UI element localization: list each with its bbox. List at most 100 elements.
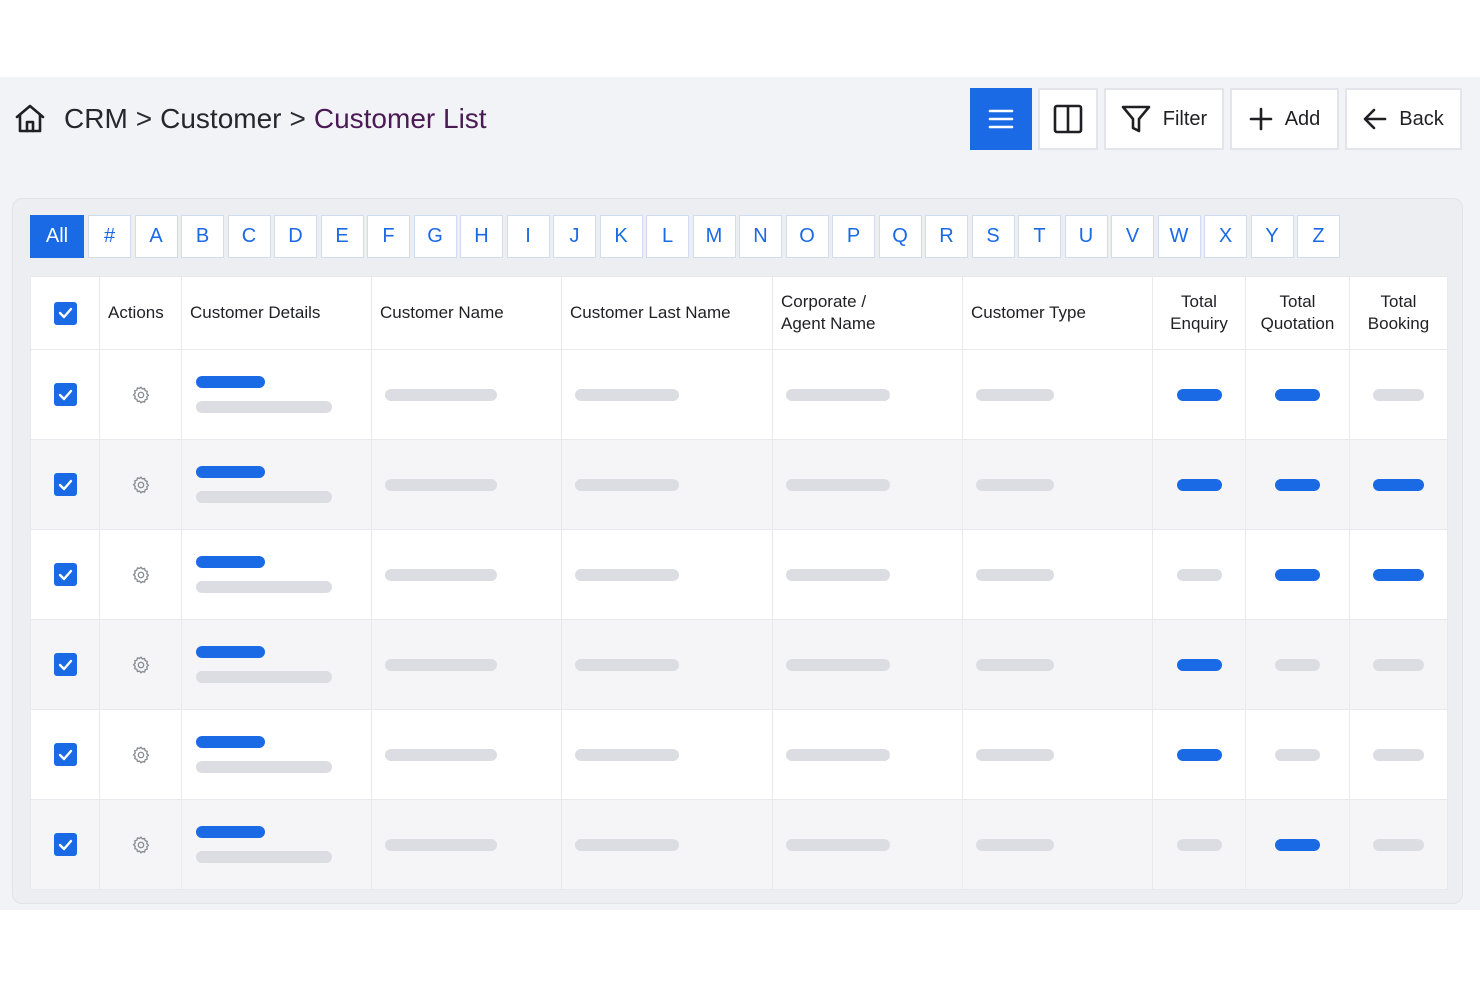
back-button[interactable]: Back (1345, 88, 1462, 150)
alpha-key-f[interactable]: F (367, 215, 410, 258)
alpha-key-z[interactable]: Z (1297, 215, 1340, 258)
table-row[interactable] (30, 709, 1448, 800)
check-icon (58, 307, 72, 319)
gear-icon[interactable] (100, 565, 181, 585)
detail-text-placeholder (196, 671, 332, 683)
alpha-key-l[interactable]: L (646, 215, 689, 258)
alpha-key-v[interactable]: V (1111, 215, 1154, 258)
detail-text-placeholder (196, 401, 332, 413)
table-row[interactable] (30, 529, 1448, 620)
alpha-key-h[interactable]: H (460, 215, 503, 258)
alpha-key-u[interactable]: U (1064, 215, 1108, 258)
header-total-booking[interactable]: Total Booking (1349, 276, 1448, 350)
text-placeholder (976, 658, 1054, 671)
header-customer-type[interactable]: Customer Type (962, 276, 1153, 350)
alpha-key-o[interactable]: O (785, 215, 829, 258)
detail-link-placeholder[interactable] (196, 556, 265, 568)
value-placeholder (1275, 568, 1320, 581)
alpha-key-r[interactable]: R (925, 215, 968, 258)
gear-icon[interactable] (100, 745, 181, 765)
table-row[interactable] (30, 799, 1448, 890)
breadcrumb-customer[interactable]: Customer (160, 103, 282, 134)
total-booking-cell (1349, 439, 1448, 530)
alpha-key-s[interactable]: S (971, 215, 1015, 258)
alpha-key-p[interactable]: P (832, 215, 875, 258)
header-total-enquiry[interactable]: Total Enquiry (1152, 276, 1246, 350)
header-actions[interactable]: Actions (99, 276, 182, 350)
customer-type-cell (962, 619, 1153, 710)
header-label: Total (1380, 292, 1417, 311)
alpha-key-w[interactable]: W (1157, 215, 1201, 258)
add-label: Add (1284, 107, 1321, 130)
alpha-key-k[interactable]: K (599, 215, 643, 258)
text-placeholder (385, 568, 497, 581)
header-corporate-agent-name[interactable]: Corporate / Agent Name (772, 276, 963, 350)
filter-button[interactable]: Filter (1104, 88, 1224, 150)
check-icon (58, 569, 72, 580)
alpha-key-e[interactable]: E (320, 215, 364, 258)
row-select-cell (30, 439, 100, 530)
alpha-key-t[interactable]: T (1018, 215, 1061, 258)
gear-icon[interactable] (100, 385, 181, 405)
home-icon[interactable] (14, 103, 46, 135)
header-customer-last-name[interactable]: Customer Last Name (561, 276, 773, 350)
breadcrumb-crm[interactable]: CRM (64, 103, 128, 134)
detail-link-placeholder[interactable] (196, 376, 265, 388)
row-select-cell (30, 529, 100, 620)
header-customer-details[interactable]: Customer Details (181, 276, 372, 350)
alpha-key-b[interactable]: B (181, 215, 224, 258)
filter-icon (1121, 105, 1151, 133)
alpha-key-all[interactable]: All (30, 215, 84, 258)
alpha-key-x[interactable]: X (1204, 215, 1247, 258)
text-placeholder (976, 748, 1054, 761)
alpha-key-c[interactable]: C (227, 215, 271, 258)
customer-name-cell (371, 529, 562, 620)
alpha-key-q[interactable]: Q (878, 215, 922, 258)
alpha-key-a[interactable]: A (134, 215, 178, 258)
header-total-quotation[interactable]: Total Quotation (1245, 276, 1350, 350)
alpha-key-j[interactable]: J (553, 215, 596, 258)
gear-icon[interactable] (100, 835, 181, 855)
alpha-key-hash[interactable]: # (88, 215, 131, 258)
row-select-cell (30, 619, 100, 710)
gear-icon[interactable] (100, 655, 181, 675)
alpha-key-i[interactable]: I (506, 215, 550, 258)
detail-text-placeholder (196, 581, 332, 593)
customer-list-panel: All # A B C D E F G H I J K L M N O P Q R S T U V W X Y Z Actions … (12, 198, 1463, 904)
row-select-cell (30, 799, 100, 890)
detail-link-placeholder[interactable] (196, 736, 265, 748)
list-view-icon (988, 109, 1014, 129)
add-button[interactable]: Add (1230, 88, 1339, 150)
table-row[interactable] (30, 619, 1448, 710)
alpha-key-m[interactable]: M (692, 215, 736, 258)
alpha-key-d[interactable]: D (274, 215, 317, 258)
detail-link-placeholder[interactable] (196, 826, 265, 838)
total-booking-cell (1349, 349, 1448, 440)
table-row[interactable] (30, 439, 1448, 530)
header-label: Customer Type (971, 303, 1086, 322)
gear-icon[interactable] (100, 475, 181, 495)
list-view-button[interactable] (970, 88, 1032, 150)
row-checkbox[interactable] (53, 383, 77, 406)
text-placeholder (976, 478, 1054, 491)
text-placeholder (786, 388, 890, 401)
table-row[interactable] (30, 349, 1448, 440)
select-all-checkbox[interactable] (53, 301, 77, 325)
row-checkbox[interactable] (53, 653, 77, 676)
header-customer-name[interactable]: Customer Name (371, 276, 562, 350)
header-label: Total (1279, 292, 1316, 311)
detail-link-placeholder[interactable] (196, 466, 265, 478)
text-placeholder (786, 568, 890, 581)
alpha-key-g[interactable]: G (413, 215, 457, 258)
row-checkbox[interactable] (53, 563, 77, 586)
text-placeholder (575, 568, 679, 581)
detail-link-placeholder[interactable] (196, 646, 265, 658)
value-placeholder (1275, 478, 1320, 491)
alpha-key-n[interactable]: N (739, 215, 782, 258)
row-checkbox[interactable] (53, 833, 77, 856)
columns-view-button[interactable] (1038, 88, 1098, 150)
customer-name-cell (371, 799, 562, 890)
row-checkbox[interactable] (53, 743, 77, 766)
alpha-key-y[interactable]: Y (1250, 215, 1294, 258)
row-checkbox[interactable] (53, 473, 77, 496)
